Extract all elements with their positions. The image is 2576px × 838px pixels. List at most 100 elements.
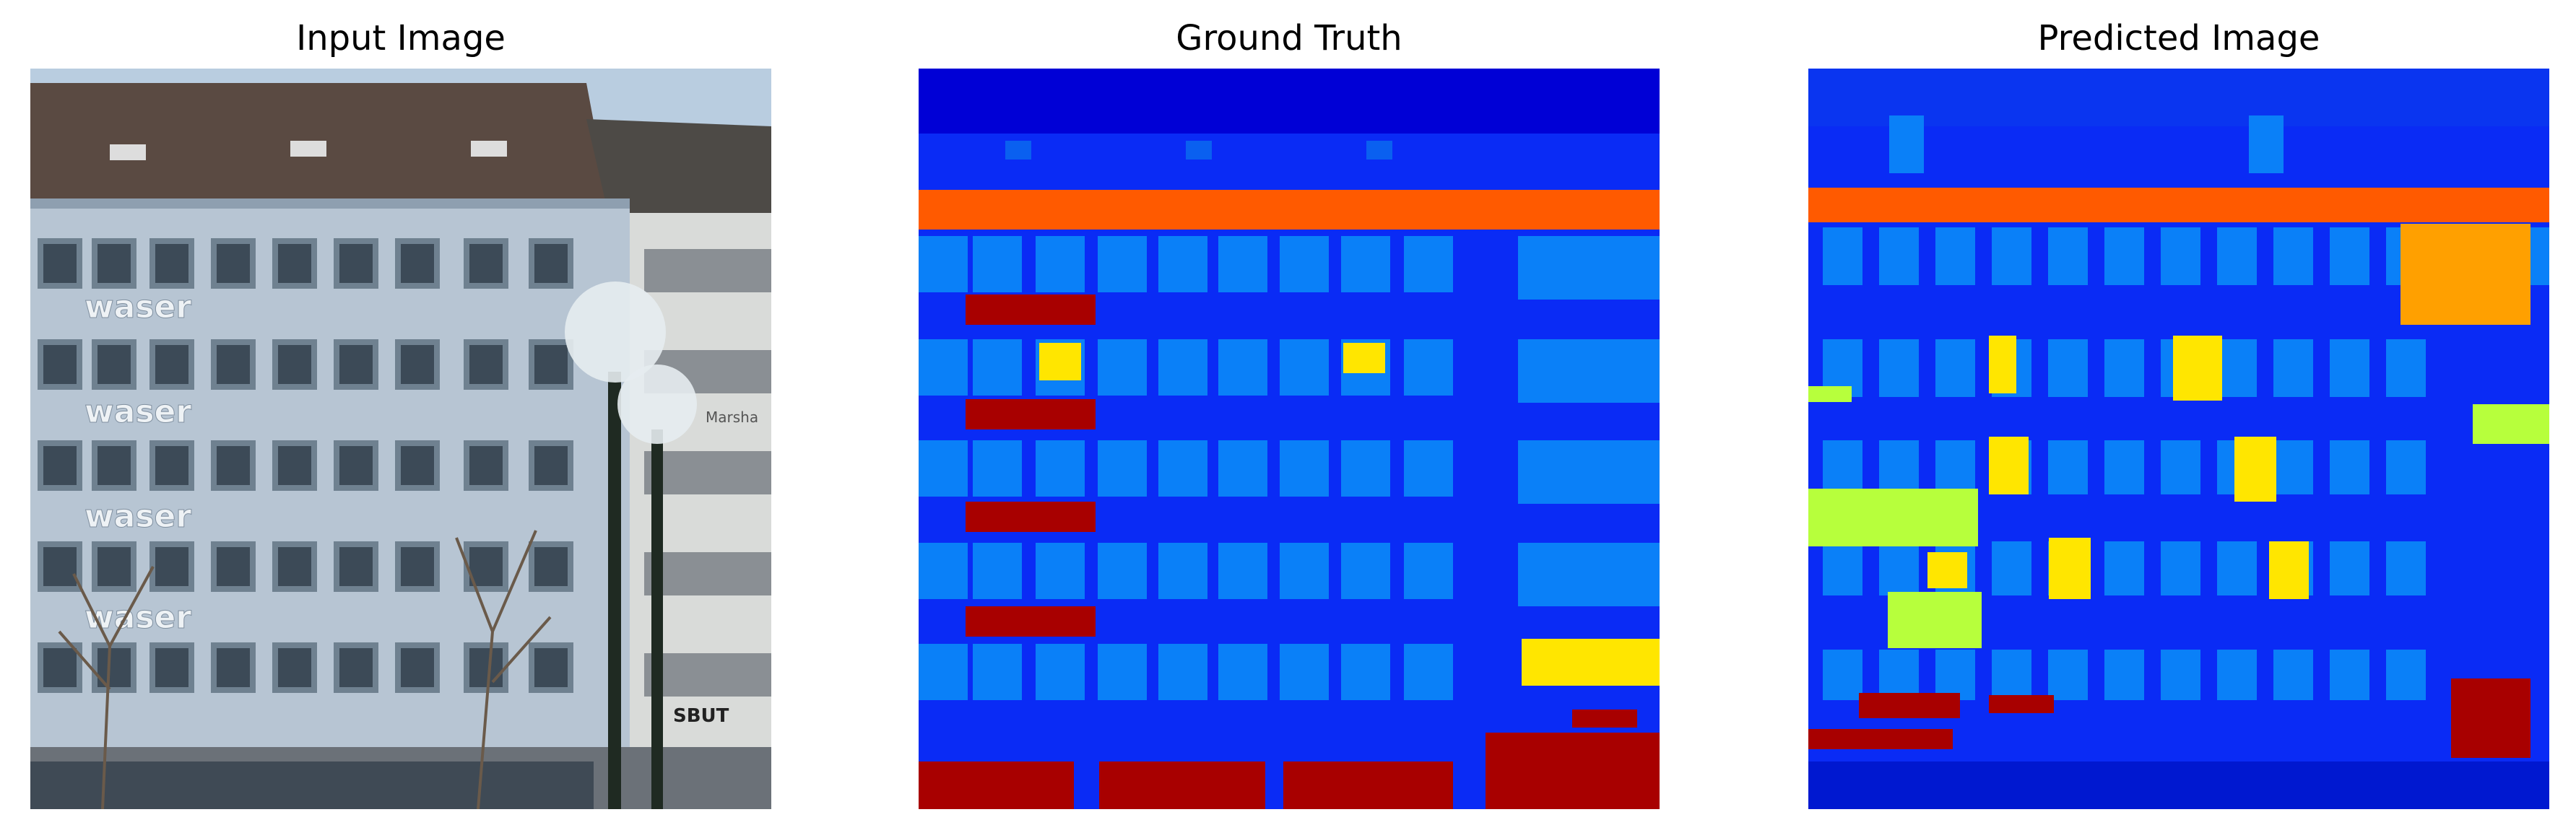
gt-window (1098, 440, 1147, 497)
pred-window (1935, 339, 1975, 397)
input-window-glass (401, 446, 434, 485)
gt-window (1280, 543, 1329, 599)
shop-sign: SBUT (673, 705, 729, 727)
input-window-glass (217, 345, 250, 384)
pred-window (2330, 541, 2369, 595)
input-window-glass (469, 244, 503, 283)
pred-window (1935, 227, 1975, 285)
input-window-glass (97, 345, 131, 384)
input-window-glass (469, 446, 503, 485)
pred-balcony (2049, 538, 2091, 599)
pred-dormer (2249, 115, 2284, 173)
pred-window (2161, 541, 2200, 595)
pred-window (1823, 227, 1862, 285)
gt-window (1341, 440, 1390, 497)
input-window-glass (339, 547, 373, 586)
input-window-glass (534, 446, 568, 485)
gt-right-window (1518, 440, 1660, 504)
input-right-window (644, 249, 771, 292)
pred-window (1879, 227, 1919, 285)
input-right-window (644, 451, 771, 494)
gt-shop (1099, 761, 1265, 809)
pred-orange-region (2401, 224, 2531, 325)
gt-window (919, 644, 968, 700)
gt-window (1218, 644, 1267, 700)
pred-window (2161, 440, 2200, 494)
gt-dormer (1186, 141, 1212, 160)
input-window-glass (339, 244, 373, 283)
input-window-glass (534, 345, 568, 384)
pred-window (2386, 440, 2426, 494)
input-window-glass (278, 648, 311, 687)
gt-window (1036, 644, 1085, 700)
input-window-glass (97, 547, 131, 586)
pred-window (2161, 227, 2200, 285)
gt-window (919, 339, 968, 396)
input-window-glass (43, 648, 77, 687)
ground-truth-title: Ground Truth (1176, 18, 1402, 58)
pred-window (2217, 650, 2257, 700)
gt-window (1341, 236, 1390, 292)
pred-window (2048, 227, 2088, 285)
gt-window (1404, 440, 1453, 497)
gt-window (1036, 440, 1085, 497)
pred-window (2330, 650, 2369, 700)
pred-balcony (1927, 552, 1967, 588)
input-window-glass (401, 244, 434, 283)
input-window-glass (155, 446, 188, 485)
pred-lime-region (2473, 404, 2549, 444)
pred-window (2161, 650, 2200, 700)
gt-window (973, 339, 1022, 396)
input-window-glass (155, 648, 188, 687)
input-window-glass (43, 244, 77, 283)
pred-lime-region (1808, 489, 1978, 546)
pred-window (1823, 541, 1862, 595)
pred-window (2048, 339, 2088, 397)
input-window-glass (155, 547, 188, 586)
gt-right-window (1518, 236, 1660, 300)
gt-window (919, 543, 968, 599)
predicted-segmentation (1808, 69, 2549, 809)
pred-window (2217, 541, 2257, 595)
gt-balcony (1343, 343, 1385, 373)
pred-window (2048, 650, 2088, 700)
input-window-glass (469, 547, 503, 586)
pred-balcony (1989, 336, 2016, 393)
input-window-glass (278, 547, 311, 586)
input-window-glass (217, 244, 250, 283)
gt-balcony (1522, 639, 1660, 686)
pred-window (2386, 650, 2426, 700)
predicted-image-title: Predicted Image (2037, 18, 2320, 58)
input-window-glass (339, 446, 373, 485)
gt-window (1158, 543, 1207, 599)
pred-window (2330, 440, 2369, 494)
pred-window (2273, 227, 2313, 285)
input-image: waser waser waser waser Marsha SBUT (30, 69, 771, 809)
pred-window (2217, 339, 2257, 397)
input-window-glass (534, 244, 568, 283)
input-image-title: Input Image (296, 18, 506, 58)
right-building-sign: Marsha (706, 409, 758, 426)
input-window-glass (278, 345, 311, 384)
pred-window (2273, 339, 2313, 397)
pred-window (2273, 440, 2313, 494)
gt-window (1158, 236, 1207, 292)
gt-window (973, 440, 1022, 497)
gt-window (1218, 339, 1267, 396)
facade-sign-3: waser (84, 498, 191, 535)
pred-window (1879, 650, 1919, 700)
pred-sign (1859, 693, 1960, 718)
gt-window (1218, 440, 1267, 497)
pred-window (2104, 541, 2144, 595)
pred-window (1935, 440, 1975, 494)
pred-sign (1989, 695, 2054, 713)
pred-window (2104, 339, 2144, 397)
pred-window (1879, 541, 1919, 595)
gt-window (1280, 236, 1329, 292)
pred-balcony (2269, 541, 2309, 599)
input-window-glass (278, 244, 311, 283)
pred-window (1823, 440, 1862, 494)
pred-balcony (2234, 437, 2276, 502)
input-right-window (644, 552, 771, 595)
pred-window (2048, 440, 2088, 494)
